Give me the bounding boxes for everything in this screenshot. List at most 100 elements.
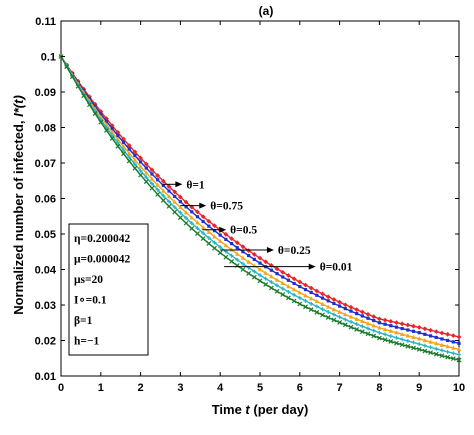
data-point <box>423 332 427 336</box>
y-tick-label: 0.1 <box>41 52 56 64</box>
data-point <box>399 331 405 336</box>
parameter-label: μs=20 <box>74 274 103 286</box>
data-point <box>139 160 143 164</box>
data-point <box>149 167 155 173</box>
data-point <box>127 147 131 151</box>
data-point <box>189 226 195 231</box>
data-point <box>235 251 240 256</box>
data-point <box>332 301 336 306</box>
data-point <box>337 299 342 305</box>
data-point <box>223 243 229 248</box>
data-point <box>377 330 382 335</box>
data-point <box>445 344 450 349</box>
data-point <box>229 247 234 252</box>
data-point <box>132 165 138 171</box>
parameter-label: η=0.200042 <box>74 233 130 245</box>
data-point <box>298 284 302 289</box>
data-point <box>417 331 421 335</box>
data-point <box>377 316 382 322</box>
data-point <box>308 285 314 291</box>
data-point <box>445 349 450 354</box>
data-point <box>258 273 262 278</box>
data-point <box>389 324 393 328</box>
data-point <box>286 289 291 294</box>
data-point <box>155 187 160 192</box>
data-point <box>132 149 138 155</box>
x-tick-label: 6 <box>297 382 303 394</box>
data-point <box>422 343 427 348</box>
data-point <box>417 336 422 341</box>
data-point <box>269 268 273 272</box>
data-point <box>291 276 297 282</box>
data-point <box>451 345 456 350</box>
data-point <box>269 280 274 285</box>
data-point <box>206 241 212 246</box>
data-point <box>359 329 365 335</box>
data-point <box>223 231 229 237</box>
data-point <box>149 176 155 181</box>
data-point <box>109 123 115 129</box>
data-point <box>252 269 257 274</box>
data-point <box>400 326 404 331</box>
data-point <box>286 283 291 289</box>
x-axis-title-tail: (per day) <box>250 402 309 417</box>
data-point <box>394 340 399 346</box>
data-point <box>229 253 234 258</box>
y-tick-label: 0.08 <box>35 123 56 135</box>
data-point <box>189 221 194 226</box>
data-point <box>308 296 314 301</box>
data-point <box>320 301 325 306</box>
annotation-4: θ=0.01 <box>224 262 353 274</box>
data-point <box>405 338 410 343</box>
data-point <box>371 314 377 320</box>
data-point <box>234 240 240 246</box>
data-point <box>183 210 189 215</box>
data-point <box>291 287 297 292</box>
data-point <box>224 237 228 241</box>
data-point <box>388 328 393 333</box>
data-point <box>110 126 114 131</box>
data-point <box>394 325 399 329</box>
data-point <box>121 136 126 142</box>
data-point <box>280 292 286 298</box>
series-0 <box>58 54 462 340</box>
data-point <box>292 292 297 297</box>
data-point <box>246 270 252 276</box>
data-point <box>218 238 223 243</box>
data-point <box>98 119 104 125</box>
data-point <box>69 74 75 80</box>
data-point <box>280 286 285 291</box>
data-point <box>308 307 314 312</box>
data-point <box>217 250 223 256</box>
data-point <box>64 64 70 70</box>
data-point <box>383 332 388 337</box>
data-point <box>166 184 172 189</box>
data-point <box>354 327 360 332</box>
data-point <box>121 151 126 157</box>
data-point <box>195 220 200 225</box>
data-point <box>212 234 217 239</box>
data-point <box>161 183 165 188</box>
data-point <box>241 250 245 254</box>
data-point <box>172 205 177 210</box>
data-point <box>439 330 445 336</box>
data-point <box>337 315 342 320</box>
x-tick-label: 8 <box>376 382 382 394</box>
data-point <box>337 309 342 314</box>
data-point <box>371 323 376 328</box>
data-point <box>143 179 149 185</box>
data-point <box>155 191 161 197</box>
data-point <box>303 293 308 298</box>
data-point <box>411 329 416 333</box>
data-point <box>93 104 97 109</box>
data-point <box>355 311 359 316</box>
data-point <box>303 304 308 310</box>
data-point <box>195 209 200 215</box>
data-point <box>297 290 302 295</box>
data-point <box>439 353 445 359</box>
data-point <box>229 236 234 241</box>
data-point <box>155 182 160 187</box>
x-tick-label: 2 <box>138 382 144 394</box>
series-1 <box>59 54 461 345</box>
data-point <box>366 326 371 331</box>
